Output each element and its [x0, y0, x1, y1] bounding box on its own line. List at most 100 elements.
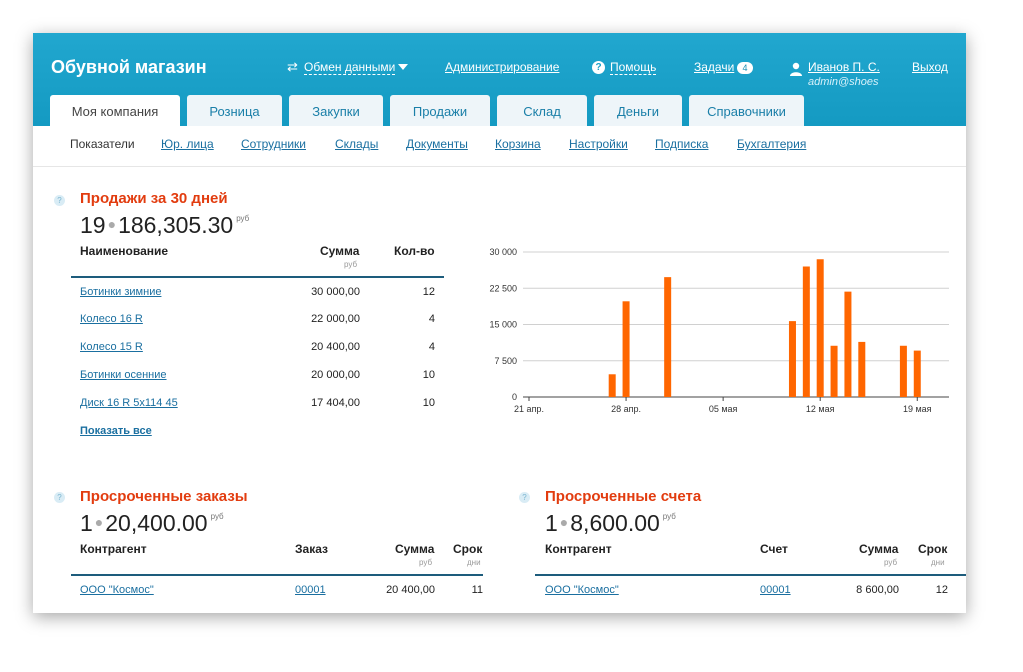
overdue-invoices-count: 1 [545, 510, 558, 536]
col-header-sum-unit: руб [419, 558, 433, 567]
product-link[interactable]: Ботинки зимние [80, 286, 162, 298]
y-tick-label: 30 000 [489, 247, 517, 257]
app-window: Обувной магазин ⇄ Обмен данными Админист… [33, 33, 966, 613]
row-sum: 17 404,00 [311, 397, 360, 409]
x-tick-label: 05 мая [709, 404, 738, 414]
x-tick-label: 28 апр. [611, 404, 641, 414]
col-header-sum: Сумма [395, 542, 435, 556]
overdue-invoices-summary: 1 ●8,600.00 руб [545, 510, 676, 536]
row-sum: 20 400,00 [386, 584, 435, 596]
col-header-party: Контрагент [545, 542, 612, 556]
chart-bar [788, 321, 796, 397]
row-sum: 8 600,00 [856, 584, 899, 596]
chart-bar [913, 350, 921, 397]
row-qty: 4 [428, 313, 435, 325]
invoice-link[interactable]: 00001 [760, 584, 791, 596]
overdue-orders-currency: руб [210, 512, 224, 521]
brand-title: Обувной магазин [51, 57, 207, 77]
col-header-sum: Сумма [320, 244, 360, 258]
logout-link[interactable]: Выход [912, 60, 948, 74]
tab-money[interactable]: Деньги [594, 95, 682, 126]
product-link[interactable]: Колесо 16 R [80, 313, 143, 325]
help-icon[interactable]: ? [54, 195, 65, 206]
chart-bar [802, 266, 810, 397]
chart-bar [622, 301, 630, 397]
subnav-employees[interactable]: Сотрудники [241, 137, 306, 151]
col-header-term: Срок [918, 542, 948, 556]
tasks-link[interactable]: Задачи [694, 60, 735, 74]
order-link[interactable]: 00001 [295, 584, 326, 596]
overdue-orders-title: Просроченные заказы [80, 488, 248, 505]
table-divider [535, 574, 966, 576]
x-tick-label: 19 мая [903, 404, 932, 414]
help-link[interactable]: Помощь [610, 60, 657, 75]
subnav-subscription[interactable]: Подписка [655, 137, 709, 151]
user-profile-link[interactable]: Иванов П. С. [808, 60, 880, 74]
counterparty-link[interactable]: ООО "Космос" [545, 584, 619, 596]
user-email: admin@shoes [808, 76, 879, 88]
row-qty: 10 [422, 369, 435, 381]
help-icon[interactable]: ? [519, 492, 530, 503]
chevron-down-icon [398, 64, 408, 70]
row-sum: 30 000,00 [311, 286, 360, 298]
tab-sales[interactable]: Продажи [390, 95, 490, 126]
subnav-warehouses[interactable]: Склады [335, 137, 379, 151]
chart-bar [664, 277, 672, 397]
y-tick-label: 15 000 [489, 320, 517, 330]
subnav-documents[interactable]: Документы [406, 137, 468, 151]
overdue-invoices-currency: руб [662, 512, 676, 521]
table-divider [71, 574, 483, 576]
col-header-sum: Сумма [859, 542, 899, 556]
subnav-settings[interactable]: Настройки [569, 137, 628, 151]
tab-directories[interactable]: Справочники [689, 95, 804, 126]
row-qty: 10 [422, 397, 435, 409]
sales-summary: 19 ●186,305.30 руб [80, 212, 250, 238]
col-header-term: Срок [453, 542, 483, 556]
subnav-indicators[interactable]: Показатели [70, 137, 135, 151]
x-tick-label: 21 апр. [514, 404, 544, 414]
sales-total: 186,305.30 [118, 212, 234, 238]
row-sum: 20 000,00 [311, 369, 360, 381]
product-link[interactable]: Колесо 15 R [80, 341, 143, 353]
sales-currency: руб [236, 214, 250, 223]
product-link[interactable]: Ботинки осенние [80, 369, 167, 381]
subnav-accounting[interactable]: Бухгалтерия [737, 137, 807, 151]
row-qty: 12 [422, 286, 435, 298]
tab-purchases[interactable]: Закупки [289, 95, 383, 126]
col-header-invoice: Счет [760, 542, 788, 556]
row-sum: 20 400,00 [311, 341, 360, 353]
top-header: Обувной магазин ⇄ Обмен данными Админист… [33, 33, 966, 126]
chart-bar [830, 345, 838, 397]
help-icon: ? [592, 61, 605, 74]
tab-warehouse[interactable]: Склад [497, 95, 587, 126]
overdue-invoices-title: Просроченные счета [545, 488, 702, 505]
subnav-legal-entities[interactable]: Юр. лица [161, 137, 214, 151]
col-header-sum-unit: руб [884, 558, 898, 567]
y-tick-label: 22 500 [489, 283, 517, 293]
chart-bar [858, 341, 866, 397]
admin-link[interactable]: Администрирование [445, 60, 560, 74]
show-all-link[interactable]: Показать все [80, 425, 152, 437]
col-header-name: Наименование [80, 244, 169, 258]
subnav-trash[interactable]: Корзина [495, 137, 541, 151]
tasks-count-badge: 4 [737, 62, 753, 74]
x-tick-label: 12 мая [806, 404, 835, 414]
row-qty: 4 [428, 341, 435, 353]
overdue-orders-total: 20,400.00 [105, 510, 208, 536]
counterparty-link[interactable]: ООО "Космос" [80, 584, 154, 596]
overdue-orders-count: 1 [80, 510, 93, 536]
sales-count: 19 [80, 212, 106, 238]
overdue-orders-summary: 1 ●20,400.00 руб [80, 510, 224, 536]
tab-my-company[interactable]: Моя компания [50, 95, 180, 126]
sub-navigation: Показатели Юр. лица Сотрудники Склады До… [33, 126, 966, 167]
sales-chart: 0 7 500 15 000 22 500 30 000 21 апр. 28 апр. 05… [489, 247, 949, 414]
help-icon[interactable]: ? [54, 492, 65, 503]
exchange-icon: ⇄ [287, 59, 298, 74]
tab-retail[interactable]: Розница [187, 95, 282, 126]
chart-bar [844, 291, 852, 397]
col-header-term-unit: дни [931, 558, 945, 567]
exchange-menu[interactable]: Обмен данными [304, 60, 396, 75]
user-icon [790, 62, 802, 76]
row-term: 12 [935, 584, 948, 596]
product-link[interactable]: Диск 16 R 5x114 45 [80, 397, 178, 409]
